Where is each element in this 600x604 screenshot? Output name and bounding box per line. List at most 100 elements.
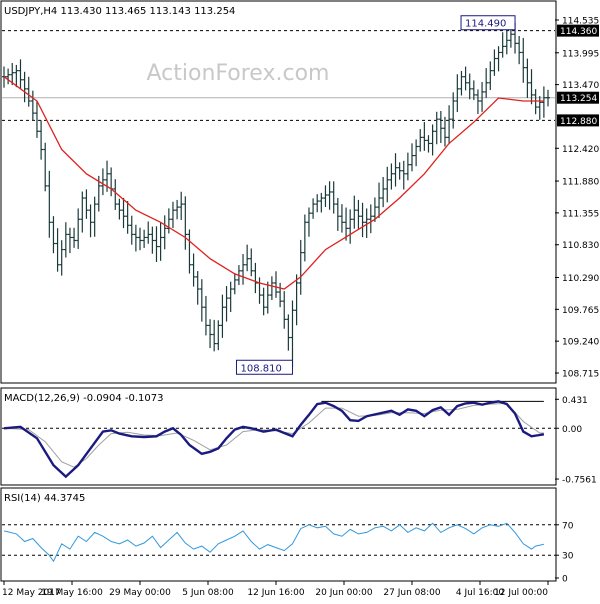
ohlc-bar [199, 279, 204, 322]
price-tick-label: 109.240 [562, 338, 599, 348]
ohlc-bar [10, 62, 15, 86]
ohlc-bar [541, 86, 546, 118]
watermark: ActionForex.com [147, 61, 330, 86]
ohlc-bar [463, 66, 468, 91]
level-tag-top: 114.360 [557, 24, 599, 37]
price-tick-label: 111.880 [562, 178, 599, 188]
price-tick-label: 109.765 [562, 306, 599, 316]
ohlc-bar [34, 100, 39, 138]
ohlc-bar [381, 176, 386, 208]
high-callout: 114.490 [460, 15, 516, 31]
ohlc-bar [430, 124, 435, 156]
ohlc-bar [175, 199, 180, 220]
ohlc-bar [278, 282, 283, 308]
price-tick-label: 113.470 [562, 81, 599, 91]
ohlc-bar [224, 286, 229, 322]
ohlc-bar [294, 274, 299, 326]
ohlc-bar [315, 194, 320, 213]
ohlc-bar [546, 89, 550, 107]
ohlc-bar [302, 214, 307, 262]
ohlc-bar [529, 69, 534, 105]
ohlc-bar [442, 116, 447, 147]
rsi-tick-label: 0 [562, 575, 568, 585]
rsi-axis: 70 30 0 [555, 521, 574, 585]
ohlc-bar [286, 314, 291, 351]
ohlc-bar [372, 197, 377, 222]
time-tick-label: 5 Jun 08:00 [182, 588, 234, 598]
ohlc-bar [138, 227, 142, 251]
ohlc-bar [55, 228, 60, 272]
time-tick-label: 12 May 2017 [2, 588, 61, 598]
ohlc-bar [533, 89, 538, 115]
ohlc-bar [154, 226, 159, 262]
ohlc-bar [179, 191, 184, 221]
ohlc-bar [158, 222, 163, 261]
ohlc-bar [170, 201, 175, 229]
ohlc-bar [84, 189, 89, 219]
ohlc-bar [113, 179, 118, 210]
rsi-line [3, 522, 545, 563]
macd-tick-label: 0.431 [562, 396, 588, 406]
ohlc-bar [480, 82, 485, 112]
ohlc-bar [335, 197, 340, 231]
ohlc-bar [220, 294, 225, 338]
ohlc-bar [6, 68, 11, 85]
price-tick-label: 112.420 [562, 145, 599, 155]
level-tag-current: 113.254 [557, 91, 599, 104]
ohlc-bar [339, 204, 344, 233]
ohlc-bar [306, 207, 311, 237]
price-bars [2, 22, 550, 368]
svg-text:114.360: 114.360 [560, 27, 597, 37]
ohlc-bar [100, 168, 105, 196]
price-tick-label: 110.830 [562, 241, 599, 251]
price-callouts: 114.490 108.810 [235, 15, 516, 375]
rsi-tick-label: 70 [562, 521, 574, 531]
low-callout: 108.810 [235, 359, 293, 375]
ohlc-bar [426, 135, 431, 153]
ohlc-bar [496, 46, 501, 72]
time-tick-label: 20 Jun 00:00 [315, 588, 372, 598]
ohlc-bar [228, 281, 233, 313]
ohlc-bar [39, 120, 44, 160]
ohlc-bar [356, 199, 361, 229]
ohlc-bar [162, 215, 167, 250]
price-tick-label: 110.290 [562, 274, 599, 284]
ohlc-bar [282, 291, 287, 329]
ohlc-bar [422, 122, 427, 151]
ohlc-bar [191, 253, 196, 287]
ohlc-bar [434, 111, 439, 145]
ohlc-bar [385, 166, 390, 203]
ohlc-bar [47, 170, 52, 238]
level-tag-support: 112.880 [557, 114, 599, 127]
rsi-panel: RSI(14) 44.3745 70 30 0 [0, 487, 574, 585]
ohlc-bar [208, 319, 213, 349]
ohlc-bar [133, 224, 138, 252]
price-tick-label: 111.355 [562, 209, 599, 219]
ohlc-bar [331, 181, 336, 214]
ohlc-bar [492, 49, 497, 76]
macd-header: MACD(12,26,9) -0.0904 -0.1073 [4, 393, 164, 404]
ohlc-bar [51, 216, 56, 254]
ohlc-bar [129, 215, 134, 245]
moving-average-line [3, 76, 544, 290]
ohlc-bar [265, 281, 270, 314]
macd-line [3, 400, 545, 479]
ohlc-bar [389, 163, 394, 190]
ohlc-bar [18, 59, 23, 90]
ohlc-bar [63, 222, 68, 258]
ohlc-bar [142, 229, 147, 248]
macd-signal-line [3, 402, 544, 468]
svg-text:108.810: 108.810 [240, 363, 281, 374]
macd-axis: 0.431 0.00 -0.7561 [555, 396, 597, 486]
time-tick-label: 12 Jun 16:00 [247, 588, 304, 598]
price-level-lines [2, 30, 555, 121]
ohlc-bar [471, 80, 476, 101]
ohlc-bar [393, 153, 398, 187]
ohlc-bar [521, 37, 526, 83]
ohlc-bar [212, 319, 217, 352]
ohlc-bar [348, 209, 353, 244]
ohlc-bar [125, 200, 130, 234]
ohlc-bar [405, 152, 410, 181]
time-tick-label: 29 May 00:00 [109, 588, 171, 598]
